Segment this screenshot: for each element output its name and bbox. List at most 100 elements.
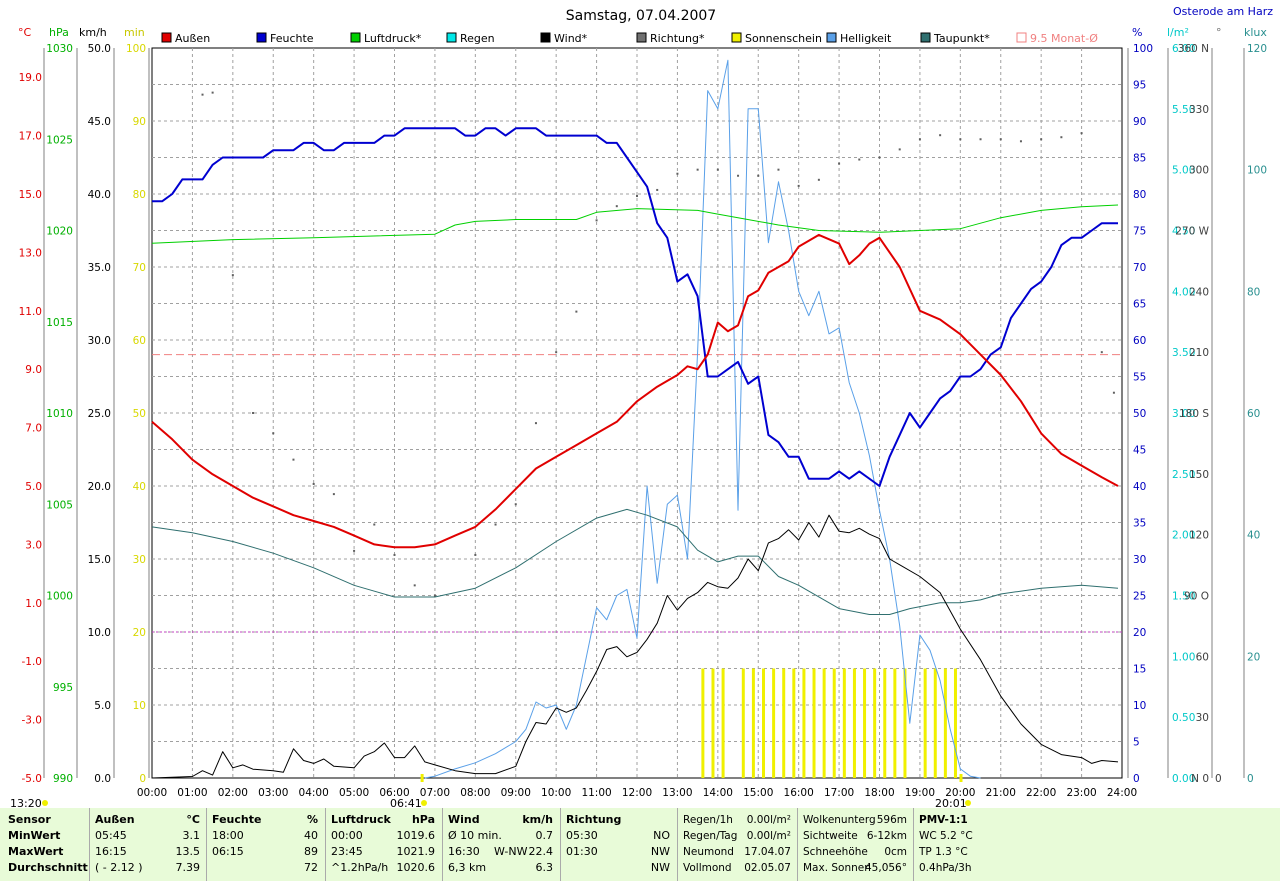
tick-rain: 1.50 bbox=[1172, 591, 1195, 603]
direction-point bbox=[231, 274, 234, 277]
aussen-max-time: 16:15 bbox=[95, 845, 127, 858]
tick-wind: 15.0 bbox=[88, 554, 111, 566]
tick-rain: 2.50 bbox=[1172, 469, 1195, 481]
unit-dir: ° bbox=[1216, 26, 1222, 39]
sunshine-bar bbox=[762, 668, 766, 778]
stats-sensor-col: Sensor MinWert MaxWert Durchschnitt bbox=[8, 812, 88, 876]
day-length-marker bbox=[42, 800, 48, 806]
direction-point bbox=[555, 351, 558, 354]
sunshine-bar bbox=[832, 668, 836, 778]
luftdruck-min-time: 00:00 bbox=[331, 829, 363, 842]
sunshine-bar bbox=[751, 668, 755, 778]
direction-point bbox=[918, 138, 921, 141]
legend-swatch-5 bbox=[636, 32, 647, 43]
tick-wind: 30.0 bbox=[88, 335, 111, 347]
tick-humidity: 25 bbox=[1133, 591, 1146, 603]
stats-richtung-col: Richtung 05:30 NO 01:30 NW NW bbox=[566, 812, 670, 876]
tick-pressure: 1015 bbox=[46, 317, 73, 329]
tick-wind: 25.0 bbox=[88, 408, 111, 420]
tick-rain: 4.50 bbox=[1172, 226, 1195, 238]
series-line-feuchte bbox=[152, 127, 1118, 487]
direction-point bbox=[696, 168, 699, 171]
tick-sunshine: 90 bbox=[133, 116, 146, 128]
tick-rain: 3.00 bbox=[1172, 408, 1195, 420]
series-line-taupunkt bbox=[151, 508, 1119, 615]
tick-pressure: 1030 bbox=[46, 43, 73, 55]
tick-x: 09:00 bbox=[501, 787, 531, 799]
legend-swatch-1 bbox=[256, 32, 267, 43]
tick-brightness: 40 bbox=[1247, 530, 1260, 542]
direction-point bbox=[858, 158, 861, 161]
direction-point bbox=[1100, 351, 1103, 354]
richtung-header: Richtung bbox=[566, 813, 622, 826]
tick-x: 04:00 bbox=[299, 787, 329, 799]
tick-humidity: 50 bbox=[1133, 408, 1146, 420]
day-length-label: 13:20 bbox=[10, 797, 42, 808]
tick-brightness: 20 bbox=[1247, 651, 1260, 663]
tick-temp: 7.0 bbox=[25, 423, 42, 435]
sunshine-bar bbox=[943, 668, 947, 778]
regen-r1-label: Regen/1h bbox=[683, 814, 733, 826]
richtung-r3-val: NW bbox=[650, 861, 670, 874]
pmv-r1: PMV-1:1 bbox=[919, 814, 968, 826]
legend-swatch-4 bbox=[540, 32, 551, 43]
tick-sunshine: 30 bbox=[133, 554, 146, 566]
regen-r2-label: Regen/Tag bbox=[683, 830, 738, 842]
tick-direction: 0 bbox=[1215, 773, 1222, 785]
axes: -5.0 -3.0 -1.0 1.0 3.0 5.0 7.0 9.0 11.0 13.0 15.0 1… bbox=[19, 43, 1267, 799]
direction-point bbox=[494, 523, 497, 526]
sensor-header: Sensor bbox=[8, 813, 51, 826]
wind-r2-val: 22.4 bbox=[528, 845, 554, 858]
direction-point bbox=[514, 503, 517, 506]
tick-temp: 13.0 bbox=[19, 247, 42, 259]
sunshine-bar bbox=[863, 668, 867, 778]
direction-point bbox=[201, 93, 204, 96]
direction-point bbox=[817, 178, 820, 181]
sunshine-bar bbox=[812, 668, 816, 778]
tick-direction: 150 bbox=[1189, 469, 1209, 481]
tick-rain: 0.00 bbox=[1172, 773, 1195, 785]
stats-pmv-col: PMV-1:1 WC 5.2 °C TP 1.3 °C 0.4hPa/3h bbox=[919, 812, 1009, 876]
stats-regen-col: Regen/1h 0.00l/m² Regen/Tag 0.00l/m² Neumo… bbox=[683, 812, 791, 876]
tick-humidity: 100 bbox=[1133, 43, 1153, 55]
tick-humidity: 60 bbox=[1133, 335, 1146, 347]
direction-point bbox=[211, 91, 214, 94]
tick-direction: 180 S bbox=[1179, 408, 1209, 420]
legend: Außen Feuchte Luftdruck* Regen Wind* Richtung… bbox=[161, 32, 1098, 45]
direction-point bbox=[656, 188, 659, 191]
tick-humidity: 65 bbox=[1133, 299, 1146, 311]
sunshine-bar bbox=[792, 668, 796, 778]
tick-x: 11:00 bbox=[581, 787, 611, 799]
legend-label-2: Luftdruck* bbox=[364, 32, 422, 45]
tick-sunshine: 10 bbox=[133, 700, 146, 712]
tick-x: 24:00 bbox=[1107, 787, 1137, 799]
unit-min: min bbox=[124, 26, 145, 39]
tick-temp: 1.0 bbox=[25, 598, 42, 610]
wolken-r4-val: 45,056° bbox=[865, 862, 907, 874]
direction-point bbox=[939, 134, 942, 137]
tick-direction: 60 bbox=[1196, 651, 1209, 663]
richtung-r2-val: NW bbox=[650, 845, 670, 858]
sunshine-bar bbox=[701, 668, 705, 778]
tick-x: 10:00 bbox=[541, 787, 571, 799]
pmv-r3: TP 1.3 °C bbox=[919, 846, 968, 858]
tick-x: 15:00 bbox=[743, 787, 773, 799]
luftdruck-min: 1019.6 bbox=[396, 829, 436, 842]
tick-pressure: 995 bbox=[53, 682, 73, 694]
direction-point bbox=[1112, 391, 1115, 394]
tick-brightness: 100 bbox=[1247, 165, 1267, 177]
sunshine-bar bbox=[893, 668, 897, 778]
tick-humidity: 15 bbox=[1133, 664, 1146, 676]
tick-x: 22:00 bbox=[1026, 787, 1056, 799]
direction-point bbox=[292, 458, 295, 461]
direction-point bbox=[636, 195, 638, 198]
tick-pressure: 1005 bbox=[46, 499, 73, 511]
tick-brightness: 120 bbox=[1247, 43, 1267, 55]
stats-feuchte-col: Feuchte% 18:00 40 06:15 89 72 bbox=[212, 812, 318, 876]
tick-pressure: 1020 bbox=[46, 226, 73, 238]
sunshine-bar bbox=[782, 668, 786, 778]
series-line-wind bbox=[151, 514, 1119, 779]
luftdruck-header: Luftdruck bbox=[331, 813, 391, 826]
tick-humidity: 5 bbox=[1133, 737, 1140, 749]
legend-swatch-9 bbox=[1016, 32, 1027, 43]
